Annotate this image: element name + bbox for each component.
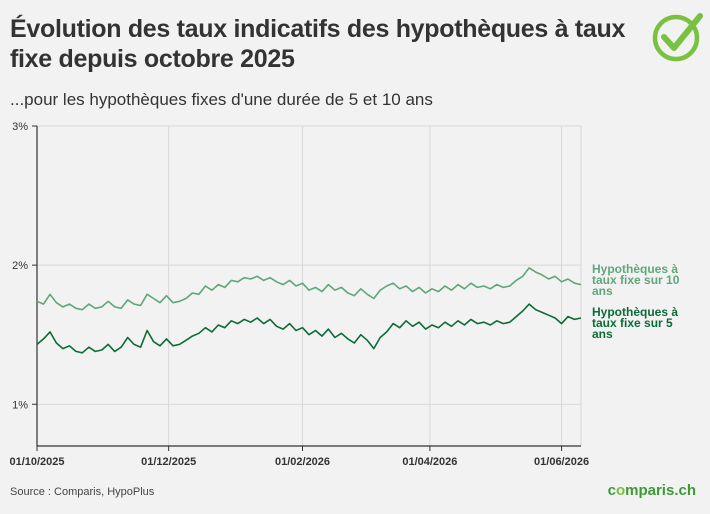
chart-series: [36, 267, 582, 354]
y-tick-label: 1%: [12, 399, 28, 411]
comparis-logo: comparis.ch: [608, 482, 696, 499]
series-line-10-ans: [36, 267, 582, 311]
chart-axes: 3% 2% 1% 01/10/2025 01/12/2025 01/02/2026 01/0…: [9, 121, 589, 468]
series-label-10-ans: Hypothèques à taux fixe sur 10 ans: [592, 262, 680, 298]
x-tick-label: 01/04/2026: [402, 456, 457, 468]
series-label-line: taux fixe sur 10: [592, 273, 680, 287]
chart-title: Évolution des taux indicatifs des hypoth…: [10, 15, 626, 73]
series-label-line: ans: [592, 327, 613, 341]
chart-subtitle: ...pour les hypothèques fixes d'une duré…: [10, 90, 433, 109]
x-tick-label: 01/06/2026: [534, 456, 589, 468]
series-label-line: taux fixe sur 5: [592, 316, 673, 330]
checkmark-circle-icon: [652, 13, 703, 62]
series-label-line: ans: [592, 284, 613, 298]
chart-labels: Hypothèques à taux fixe sur 10 ansHypothèq…: [592, 262, 680, 341]
series-line-5-ans: [36, 303, 582, 354]
series-label-line: Hypothèques à: [592, 262, 678, 276]
source-note: Source : Comparis, HypoPlus: [10, 486, 155, 498]
brand-o: o: [615, 482, 626, 499]
x-tick-label: 01/10/2025: [9, 456, 64, 468]
x-tick-label: 01/02/2026: [275, 456, 330, 468]
y-tick-label: 2%: [12, 260, 28, 272]
series-label-line: Hypothèques à: [592, 305, 678, 319]
series-label-5-ans: Hypothèques à taux fixe sur 5 ans: [592, 305, 678, 341]
y-tick-label: 3%: [12, 121, 28, 133]
brand-suffix: mparis.ch: [625, 482, 696, 499]
brand-prefix: c: [607, 482, 616, 499]
x-tick-label: 01/12/2025: [141, 456, 196, 468]
